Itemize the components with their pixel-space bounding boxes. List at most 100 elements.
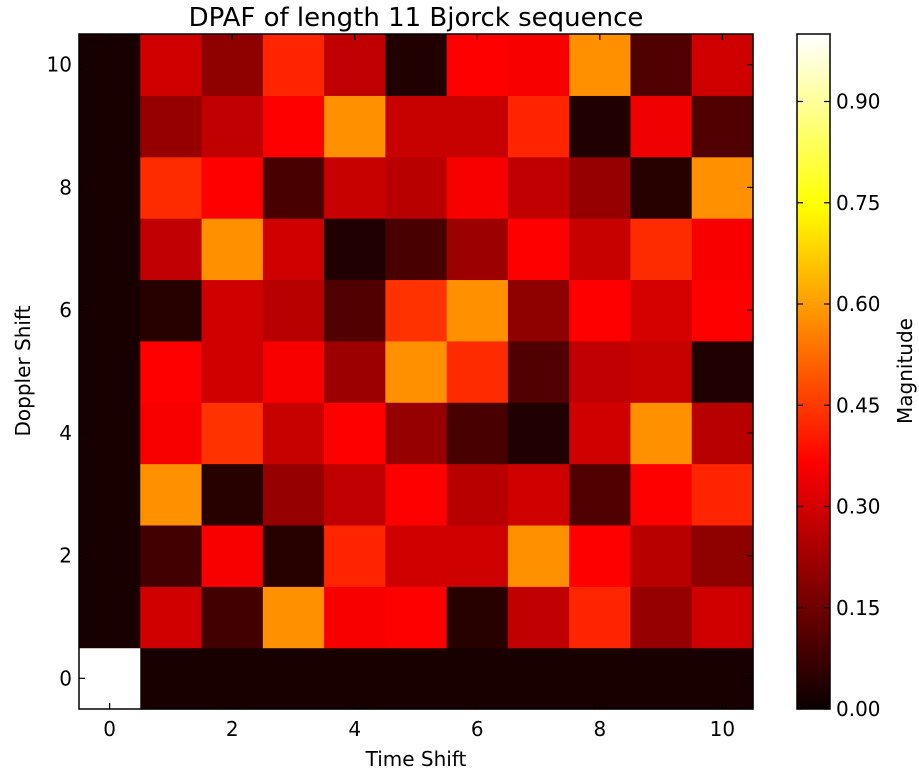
heatmap-cell <box>201 279 264 342</box>
heatmap-cell <box>630 586 693 649</box>
heatmap-cell <box>262 586 325 649</box>
y-tick-label: 0 <box>59 666 72 690</box>
heatmap-cell <box>324 34 386 96</box>
heatmap-cell <box>262 218 325 281</box>
heatmap-cell <box>691 524 754 587</box>
x-tick-label: 6 <box>471 717 484 741</box>
heatmap-cell <box>507 402 570 465</box>
heatmap-cell <box>630 279 693 342</box>
heatmap-cell <box>507 586 570 649</box>
heatmap-cell <box>201 586 264 649</box>
heatmap-cell <box>324 218 386 281</box>
heatmap-cell <box>201 524 264 587</box>
heatmap-cell <box>385 279 448 342</box>
heatmap-cell <box>79 34 141 96</box>
heatmap-cell <box>385 34 448 96</box>
heatmap-cell <box>262 463 325 526</box>
heatmap-cell <box>385 340 448 403</box>
heatmap-cell <box>446 402 509 465</box>
heatmap-cell <box>324 647 386 710</box>
heatmap-cell <box>201 218 264 281</box>
x-tick-label: 0 <box>103 717 116 741</box>
heatmap-cell <box>140 586 203 649</box>
heatmap-cell <box>262 34 325 96</box>
heatmap-cell <box>262 156 325 219</box>
heatmap-cell <box>630 34 693 96</box>
heatmap-cell <box>691 586 754 649</box>
heatmap-cell <box>385 586 448 649</box>
x-tick-label: 2 <box>226 717 239 741</box>
chart-title: DPAF of length 11 Bjorck sequence <box>189 3 644 33</box>
heatmap-cell <box>630 156 693 219</box>
heatmap-cell <box>446 647 509 710</box>
heatmap-cell <box>140 647 203 710</box>
heatmap-cell <box>691 340 754 403</box>
heatmap-cell <box>79 524 141 587</box>
colorbar-tick-label: 0.45 <box>836 393 881 417</box>
heatmap-cell <box>569 647 632 710</box>
heatmap-cell <box>569 340 632 403</box>
heatmap-cell <box>262 524 325 587</box>
heatmap-cell <box>630 463 693 526</box>
heatmap-cell <box>569 95 632 158</box>
y-axis-ticks: 0 2 4 6 8 10 <box>47 53 753 690</box>
x-axis-label: Time Shift <box>365 747 467 771</box>
y-tick-label: 6 <box>59 298 72 322</box>
heatmap-cell <box>691 34 754 96</box>
heatmap-cell <box>630 95 693 158</box>
colorbar-ticks: 0.00 0.15 0.30 0.45 0.60 0.75 0.90 <box>797 90 881 721</box>
heatmap-cell <box>446 279 509 342</box>
heatmap-cell <box>79 340 141 403</box>
heatmap-cell <box>140 402 203 465</box>
heatmap-cell <box>140 156 203 219</box>
heatmap-cell <box>446 156 509 219</box>
heatmap-cell <box>569 586 632 649</box>
heatmap-cell <box>446 95 509 158</box>
x-tick-label: 4 <box>348 717 361 741</box>
heatmap-cell <box>201 95 264 158</box>
heatmap-cells <box>79 34 754 710</box>
x-tick-label: 10 <box>710 717 735 741</box>
heatmap-cell <box>262 402 325 465</box>
heatmap-cell <box>79 156 141 219</box>
heatmap-cell <box>630 524 693 587</box>
heatmap-cell <box>385 95 448 158</box>
heatmap-cell <box>262 279 325 342</box>
heatmap-cell <box>79 279 141 342</box>
y-tick-label: 8 <box>59 175 72 199</box>
heatmap-cell <box>630 218 693 281</box>
heatmap-cell <box>324 279 386 342</box>
heatmap-cell <box>201 34 264 96</box>
heatmap-cell <box>446 218 509 281</box>
x-axis-ticks: 0 2 4 6 8 10 <box>103 34 735 741</box>
x-tick-label: 8 <box>593 717 606 741</box>
heatmap-cell <box>79 402 141 465</box>
heatmap-cell <box>691 402 754 465</box>
heatmap-cell <box>262 340 325 403</box>
colorbar-label: Magnitude <box>893 318 917 424</box>
heatmap-cell <box>201 156 264 219</box>
heatmap-cell <box>569 156 632 219</box>
heatmap-cell <box>324 402 386 465</box>
heatmap-cell <box>691 279 754 342</box>
colorbar <box>796 33 831 710</box>
heatmap-cell <box>569 279 632 342</box>
heatmap-cell <box>691 218 754 281</box>
heatmap-cell <box>79 218 141 281</box>
heatmap-cell <box>385 647 448 710</box>
heatmap-cell <box>385 218 448 281</box>
y-axis-label: Doppler Shift <box>11 305 35 436</box>
heatmap-cell <box>507 524 570 587</box>
heatmap-cell <box>140 340 203 403</box>
colorbar-tick-label: 0.00 <box>836 697 881 721</box>
y-tick-label: 10 <box>47 53 72 77</box>
heatmap-cell <box>140 34 203 96</box>
heatmap-cell <box>385 156 448 219</box>
heatmap-cell <box>262 647 325 710</box>
heatmap-cell <box>201 647 264 710</box>
heatmap-cell <box>140 463 203 526</box>
heatmap-cell <box>630 402 693 465</box>
heatmap-cell <box>324 463 386 526</box>
heatmap-cell <box>446 340 509 403</box>
